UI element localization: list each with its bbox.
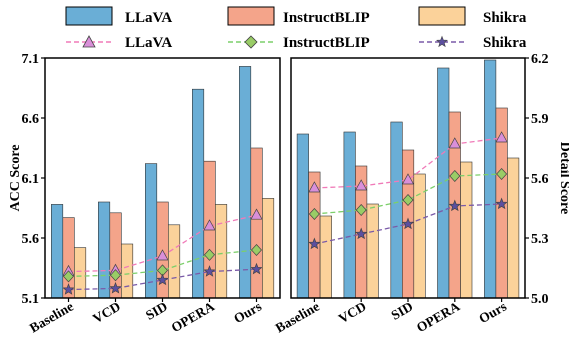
y-tick-label: 6.1 — [22, 172, 40, 187]
bar-shikra-opera — [215, 204, 228, 299]
bar-instructblip-ours — [250, 147, 263, 299]
marker-shikra-sid — [156, 273, 169, 286]
bar-llava-baseline — [50, 204, 64, 299]
y-axis-title: ACC Score — [8, 144, 23, 211]
bar-llava-ours — [484, 59, 497, 299]
bar-shikra-vcd — [366, 203, 379, 299]
y-tick-label: 5.9 — [531, 112, 549, 127]
marker-instructblip-sid — [402, 193, 414, 207]
marker-llava-vcd — [355, 179, 368, 191]
marker-instructblip-baseline — [63, 270, 74, 283]
legend-marker-shikra — [435, 35, 449, 48]
bar-shikra-ours — [261, 198, 275, 299]
bar-shikra-ours — [507, 157, 520, 299]
x-tick-label-ours: Ours — [476, 299, 509, 327]
legend-bar-label-instructblip: InstructBLIP — [283, 10, 370, 26]
x-tick-label-vcd: VCD — [336, 298, 369, 326]
marker-instructblip-opera — [204, 248, 215, 261]
legend-bar-swatch-instructblip — [227, 6, 275, 26]
marker-llava-ours — [250, 208, 263, 220]
line-shikra — [314, 203, 502, 245]
bar-shikra-sid — [168, 224, 181, 299]
legend-marker-llava — [82, 35, 96, 48]
bar-shikra-opera — [460, 161, 473, 299]
marker-instructblip-ours — [251, 243, 262, 257]
bar-llava-ours — [239, 66, 252, 299]
marker-shikra-sid — [401, 217, 415, 230]
bar-llava-vcd — [98, 201, 111, 299]
marker-shikra-baseline — [308, 237, 321, 250]
marker-shikra-vcd — [109, 281, 122, 294]
marker-shikra-ours — [250, 262, 263, 275]
marker-llava-opera — [448, 137, 461, 149]
bar-shikra-baseline — [319, 215, 332, 299]
marker-shikra-vcd — [355, 227, 368, 240]
legend-line-label-llava: LLaVA — [125, 35, 172, 51]
y-tick-label: 5.6 — [22, 232, 40, 247]
line-instructblip — [314, 173, 502, 215]
marker-instructblip-baseline — [308, 207, 320, 221]
marker-instructblip-vcd — [110, 269, 121, 282]
legend-bar-label-llava: LLaVA — [125, 10, 172, 26]
x-tick-label-baseline: Baseline — [273, 299, 322, 336]
marker-llava-ours — [495, 131, 508, 143]
legend-bar-swatch-shikra — [418, 6, 466, 26]
bar-llava-vcd — [343, 131, 356, 299]
marker-llava-sid — [156, 249, 169, 261]
marker-shikra-baseline — [62, 283, 75, 295]
y-tick-label: 5.6 — [531, 172, 549, 187]
bar-llava-opera — [437, 67, 450, 299]
x-tick-label-opera: OPERA — [169, 298, 218, 335]
marker-shikra-opera — [203, 265, 216, 277]
y-tick-label: 5.3 — [531, 232, 549, 247]
marker-llava-opera — [203, 219, 216, 231]
legend: LLaVA InstructBLIP Shikra LLaVA Instruct… — [65, 6, 527, 51]
marker-llava-baseline — [308, 181, 321, 193]
marker-instructblip-vcd — [355, 203, 367, 217]
bar-llava-opera — [192, 88, 205, 299]
line-llava — [314, 137, 502, 189]
y-tick-label: 5.1 — [22, 292, 40, 307]
y-tick-label: 6.6 — [22, 112, 40, 127]
y-tick-label: 7.1 — [22, 52, 40, 67]
y-axis-title: Detail Score — [557, 142, 569, 214]
bar-llava-sid — [145, 163, 158, 299]
legend-line-label-instructblip: InstructBLIP — [283, 35, 370, 51]
x-tick-label-sid: SID — [389, 298, 416, 322]
bar-llava-baseline — [296, 133, 309, 299]
marker-shikra-opera — [448, 199, 461, 212]
legend-marker-instructblip — [244, 35, 258, 49]
x-tick-label-opera: OPERA — [414, 298, 463, 335]
bar-llava-sid — [390, 121, 403, 299]
x-tick-label-sid: SID — [143, 298, 170, 322]
marker-instructblip-ours — [496, 167, 508, 181]
bar-shikra-vcd — [121, 243, 134, 299]
marker-shikra-ours — [495, 197, 508, 210]
legend-bar-swatch-llava — [65, 6, 113, 26]
y-tick-label: 6.2 — [531, 52, 549, 67]
bar-shikra-baseline — [74, 247, 87, 299]
x-tick-label-vcd: VCD — [90, 298, 123, 326]
legend-bar-label-shikra: Shikra — [483, 10, 527, 26]
y-tick-label: 5.0 — [531, 292, 549, 307]
marker-instructblip-opera — [449, 169, 461, 183]
marker-llava-sid — [401, 173, 415, 185]
legend-line-label-shikra: Shikra — [483, 35, 527, 51]
x-tick-label-ours: Ours — [231, 299, 264, 327]
